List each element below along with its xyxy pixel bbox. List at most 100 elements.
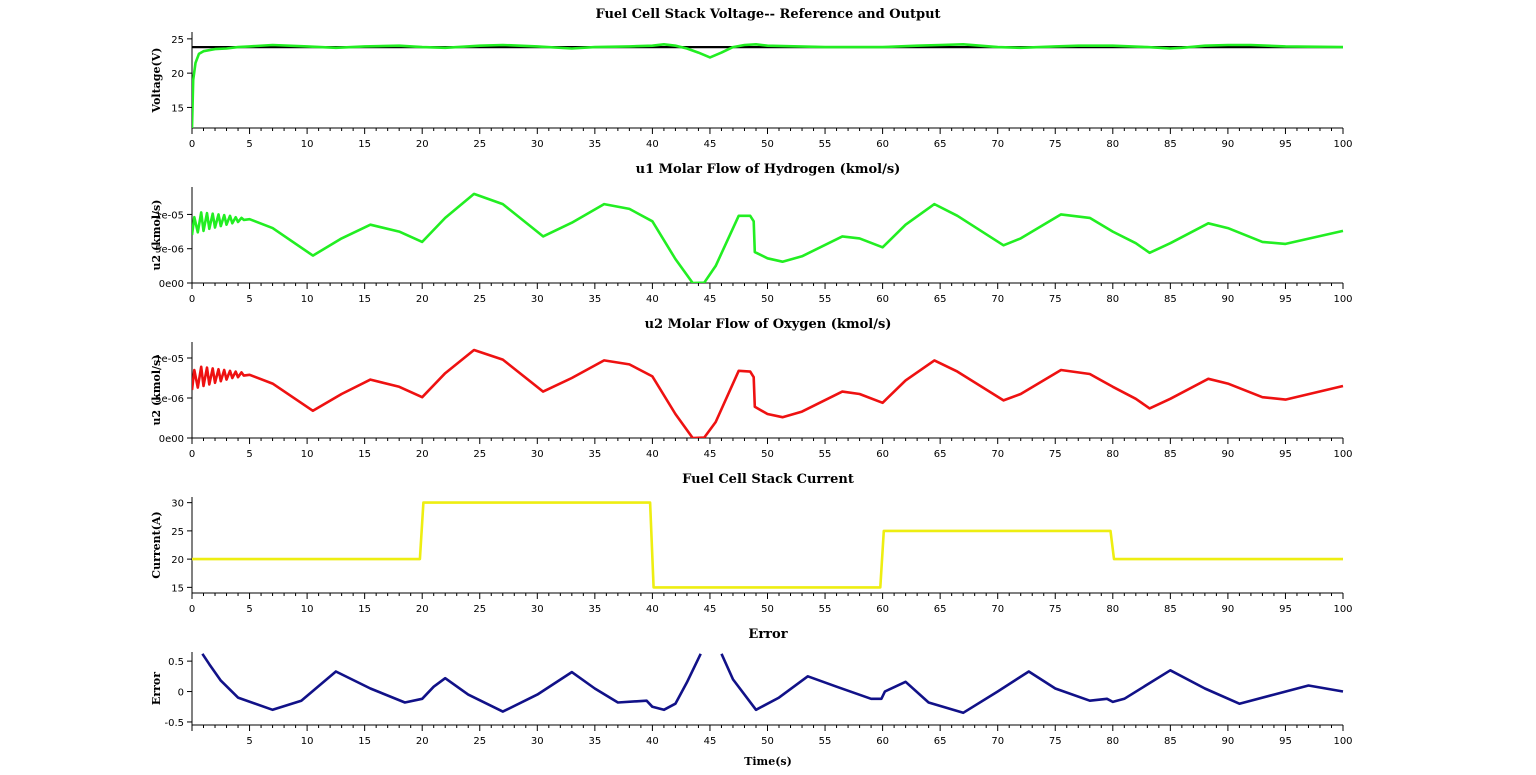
x-tick-label: 30 xyxy=(531,139,544,150)
y-tick-label: 5e-06 xyxy=(155,394,184,405)
x-tick-label: 90 xyxy=(1222,449,1235,460)
x-tick-label: 60 xyxy=(876,736,889,747)
x-tick-label: 95 xyxy=(1279,139,1292,150)
x-tick-label: 50 xyxy=(761,604,774,615)
subplot-stack: Fuel Cell Stack Voltage-- Reference and … xyxy=(150,7,1353,747)
plot-title: u1 Molar Flow of Hydrogen (kmol/s) xyxy=(636,162,901,177)
x-tick-label: 65 xyxy=(934,294,947,305)
subplot-current: Fuel Cell Stack Current Current(A) 0 5 10 15 2… xyxy=(150,472,1353,615)
x-tick-label: 0 xyxy=(189,449,195,460)
x-tick-label: 40 xyxy=(646,449,659,460)
x-tick-label: 35 xyxy=(588,604,601,615)
series-line xyxy=(192,501,1343,589)
x-tick-label: 100 xyxy=(1333,449,1352,460)
y-tick-label: 20 xyxy=(171,69,184,80)
x-tick-label: 40 xyxy=(646,139,659,150)
x-tick-label: 40 xyxy=(646,736,659,747)
x-tick-label: 95 xyxy=(1279,294,1292,305)
x-tick-label: 45 xyxy=(704,294,717,305)
x-tick-label: 15 xyxy=(358,449,371,460)
x-tick-label: 40 xyxy=(646,294,659,305)
x-tick-label: 80 xyxy=(1106,736,1119,747)
y-axis-label: Error xyxy=(150,672,163,705)
x-tick-label: 10 xyxy=(301,139,314,150)
x-tick-label: 65 xyxy=(934,449,947,460)
x-tick-label: 90 xyxy=(1222,604,1235,615)
x-tick-label: 15 xyxy=(358,294,371,305)
x-tick-label: 25 xyxy=(473,449,486,460)
x-tick-label: 100 xyxy=(1333,604,1352,615)
x-tick-label: 55 xyxy=(819,604,832,615)
x-tick-label: 5 xyxy=(246,294,252,305)
x-tick-label: 50 xyxy=(761,449,774,460)
x-tick-label: 65 xyxy=(934,604,947,615)
x-tick-label: 5 xyxy=(246,139,252,150)
y-tick-label: 25 xyxy=(171,35,184,46)
x-tick-label: 75 xyxy=(1049,294,1062,305)
x-axis-label: Time(s) xyxy=(744,755,792,768)
series-line xyxy=(192,192,1344,283)
x-tick-label: 10 xyxy=(301,449,314,460)
x-tick-label: 25 xyxy=(473,604,486,615)
x-tick-label: 45 xyxy=(704,139,717,150)
x-tick-label: 20 xyxy=(416,294,429,305)
plot-title: Fuel Cell Stack Current xyxy=(682,472,854,487)
x-tick-label: 20 xyxy=(416,736,429,747)
y-tick-label: 20 xyxy=(171,555,184,566)
x-tick-label: 15 xyxy=(358,604,371,615)
x-tick-label: 10 xyxy=(301,294,314,305)
y-tick-label: 25 xyxy=(171,527,184,538)
x-tick-label: 50 xyxy=(761,139,774,150)
x-tick-label: 55 xyxy=(819,449,832,460)
x-tick-label: 60 xyxy=(876,604,889,615)
x-tick-label: 60 xyxy=(876,294,889,305)
series-line xyxy=(201,653,702,713)
y-tick-label: 0e00 xyxy=(159,279,184,290)
x-tick-label: 20 xyxy=(416,139,429,150)
x-tick-label: 55 xyxy=(819,736,832,747)
x-tick-label: 30 xyxy=(531,736,544,747)
y-tick-label: 30 xyxy=(171,499,184,510)
y-tick-label: -0.5 xyxy=(164,718,184,729)
subplot-hydrogen: u1 Molar Flow of Hydrogen (kmol/s) u2 (km… xyxy=(150,162,1353,305)
x-tick-label: 75 xyxy=(1049,736,1062,747)
subplot-error: Error Error 5 10 15 20 25 30 35 40 45 50 55 60 65 70 75 8… xyxy=(150,627,1353,747)
series-line xyxy=(192,348,1344,438)
subplot-voltage: Fuel Cell Stack Voltage-- Reference and … xyxy=(150,7,1353,150)
x-tick-label: 70 xyxy=(991,294,1004,305)
y-tick-label: 15 xyxy=(171,103,184,114)
x-tick-label: 75 xyxy=(1049,449,1062,460)
x-tick-label: 45 xyxy=(704,736,717,747)
x-tick-label: 95 xyxy=(1279,604,1292,615)
x-tick-label: 45 xyxy=(704,604,717,615)
x-tick-label: 85 xyxy=(1164,604,1177,615)
y-axis-label: Voltage(V) xyxy=(150,48,163,114)
x-tick-label: 5 xyxy=(246,736,252,747)
x-tick-label: 0 xyxy=(189,139,195,150)
x-tick-label: 70 xyxy=(991,139,1004,150)
x-tick-label: 100 xyxy=(1333,294,1352,305)
x-tick-label: 5 xyxy=(246,604,252,615)
x-tick-label: 85 xyxy=(1164,294,1177,305)
y-tick-label: 0.5 xyxy=(168,657,184,668)
x-tick-label: 80 xyxy=(1106,139,1119,150)
x-tick-label: 55 xyxy=(819,139,832,150)
y-axis-label: Current(A) xyxy=(150,511,163,578)
x-tick-label: 100 xyxy=(1333,736,1352,747)
x-tick-label: 80 xyxy=(1106,449,1119,460)
x-tick-label: 0 xyxy=(189,604,195,615)
x-tick-label: 60 xyxy=(876,139,889,150)
y-tick-label: 0e00 xyxy=(159,434,184,445)
x-tick-label: 50 xyxy=(761,294,774,305)
x-tick-label: 85 xyxy=(1164,449,1177,460)
plot-title: Error xyxy=(748,627,787,642)
x-tick-label: 60 xyxy=(876,449,889,460)
x-tick-label: 10 xyxy=(301,604,314,615)
series-line xyxy=(192,42,1344,128)
x-tick-label: 95 xyxy=(1279,736,1292,747)
x-tick-label: 65 xyxy=(934,736,947,747)
y-axis-label: u2 (kmol/s) xyxy=(150,355,163,426)
plot-title: u2 Molar Flow of Oxygen (kmol/s) xyxy=(645,317,892,332)
x-tick-label: 65 xyxy=(934,139,947,150)
